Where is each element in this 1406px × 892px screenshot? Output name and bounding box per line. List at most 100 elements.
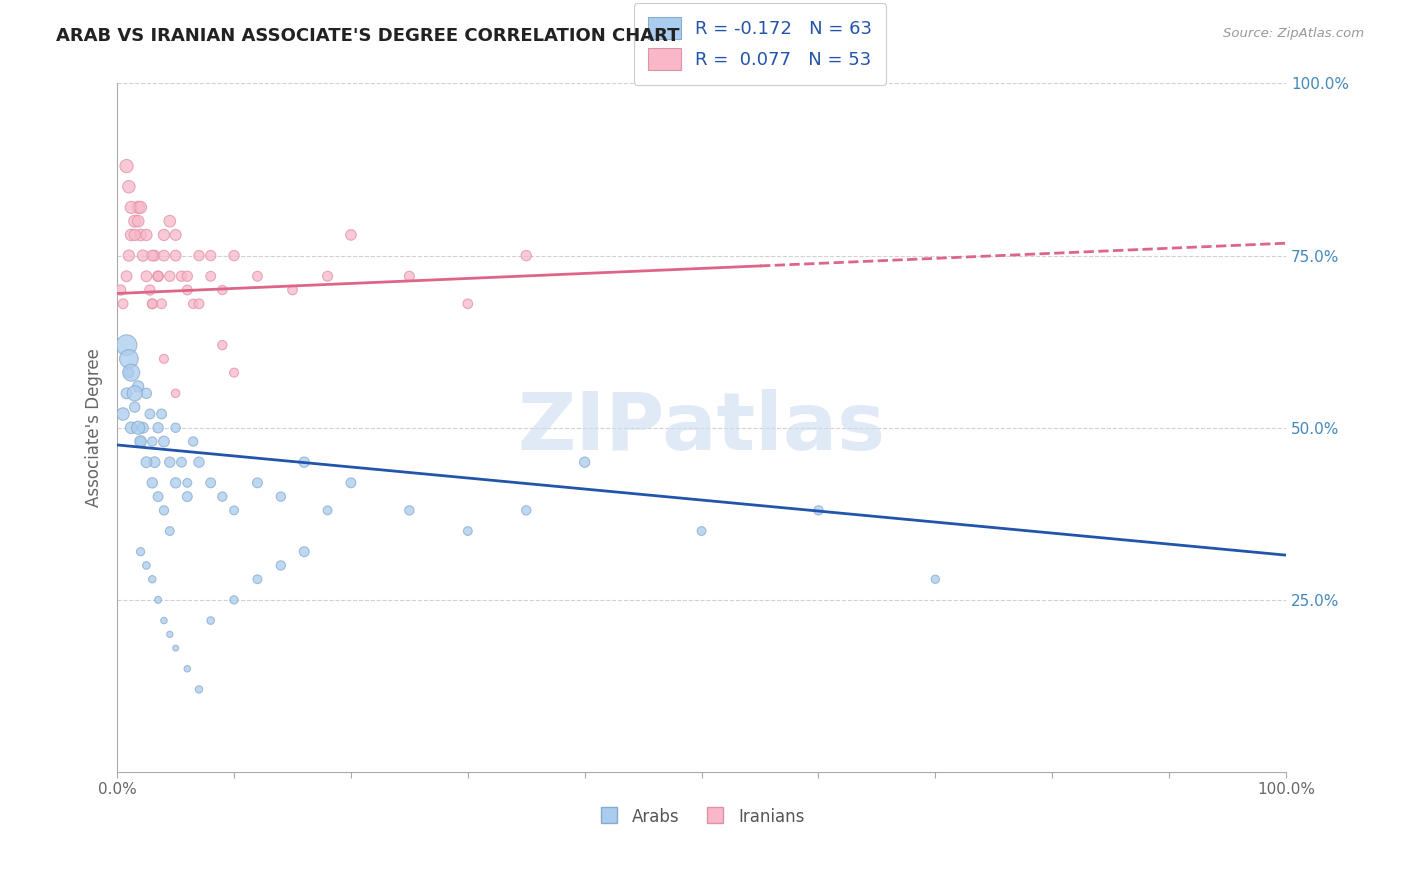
Point bbox=[141, 572, 163, 586]
Point bbox=[515, 249, 537, 263]
Point bbox=[141, 249, 163, 263]
Point bbox=[146, 269, 169, 284]
Point bbox=[398, 503, 420, 517]
Point bbox=[141, 434, 163, 449]
Point bbox=[118, 366, 141, 380]
Point bbox=[120, 421, 142, 435]
Point bbox=[246, 269, 269, 284]
Point bbox=[165, 249, 187, 263]
Point bbox=[150, 407, 173, 421]
Point bbox=[165, 386, 187, 401]
Point bbox=[146, 269, 169, 284]
Point bbox=[188, 682, 211, 697]
Point bbox=[141, 297, 163, 311]
Point bbox=[112, 297, 135, 311]
Text: Source: ZipAtlas.com: Source: ZipAtlas.com bbox=[1223, 27, 1364, 40]
Point bbox=[574, 455, 596, 469]
Point bbox=[176, 475, 198, 490]
Point bbox=[200, 249, 222, 263]
Point bbox=[181, 297, 204, 311]
Point bbox=[181, 434, 204, 449]
Point bbox=[118, 351, 141, 366]
Point bbox=[129, 227, 152, 242]
Point bbox=[146, 421, 169, 435]
Point bbox=[165, 641, 187, 656]
Point bbox=[211, 490, 233, 504]
Point bbox=[124, 227, 146, 242]
Point bbox=[135, 227, 157, 242]
Point bbox=[340, 227, 363, 242]
Y-axis label: Associate's Degree: Associate's Degree bbox=[86, 348, 103, 508]
Point bbox=[129, 434, 152, 449]
Point bbox=[110, 283, 132, 297]
Point bbox=[159, 524, 181, 538]
Point bbox=[112, 407, 135, 421]
Point bbox=[457, 524, 479, 538]
Point bbox=[159, 627, 181, 641]
Point bbox=[176, 490, 198, 504]
Point bbox=[292, 544, 315, 558]
Point bbox=[340, 475, 363, 490]
Point bbox=[292, 455, 315, 469]
Point bbox=[222, 593, 245, 607]
Point bbox=[143, 455, 166, 469]
Point bbox=[139, 283, 162, 297]
Point bbox=[127, 200, 149, 214]
Point bbox=[457, 297, 479, 311]
Point bbox=[135, 269, 157, 284]
Point bbox=[159, 214, 181, 228]
Point bbox=[690, 524, 713, 538]
Point bbox=[120, 227, 142, 242]
Point bbox=[127, 421, 149, 435]
Point bbox=[146, 593, 169, 607]
Point bbox=[120, 200, 142, 214]
Point bbox=[135, 558, 157, 573]
Point bbox=[153, 227, 176, 242]
Point bbox=[124, 400, 146, 414]
Point bbox=[124, 386, 146, 401]
Point bbox=[135, 455, 157, 469]
Point bbox=[127, 379, 149, 393]
Point bbox=[153, 249, 176, 263]
Point bbox=[170, 269, 193, 284]
Point bbox=[143, 249, 166, 263]
Text: ARAB VS IRANIAN ASSOCIATE'S DEGREE CORRELATION CHART: ARAB VS IRANIAN ASSOCIATE'S DEGREE CORRE… bbox=[56, 27, 679, 45]
Point bbox=[120, 366, 142, 380]
Point bbox=[222, 249, 245, 263]
Point bbox=[115, 269, 138, 284]
Point bbox=[124, 214, 146, 228]
Point bbox=[188, 297, 211, 311]
Point bbox=[176, 269, 198, 284]
Point bbox=[129, 200, 152, 214]
Point bbox=[807, 503, 830, 517]
Point bbox=[281, 283, 304, 297]
Point bbox=[146, 269, 169, 284]
Point bbox=[159, 269, 181, 284]
Point bbox=[200, 614, 222, 628]
Point bbox=[222, 366, 245, 380]
Point bbox=[153, 503, 176, 517]
Legend: Arabs, Iranians: Arabs, Iranians bbox=[592, 801, 811, 832]
Point bbox=[200, 269, 222, 284]
Point bbox=[188, 249, 211, 263]
Point bbox=[515, 503, 537, 517]
Point bbox=[165, 475, 187, 490]
Point bbox=[270, 490, 292, 504]
Point bbox=[141, 475, 163, 490]
Point bbox=[153, 351, 176, 366]
Point bbox=[176, 662, 198, 676]
Text: ZIPatlas: ZIPatlas bbox=[517, 389, 886, 467]
Point bbox=[141, 297, 163, 311]
Point bbox=[200, 475, 222, 490]
Point bbox=[118, 249, 141, 263]
Point bbox=[246, 572, 269, 586]
Point bbox=[118, 179, 141, 194]
Point bbox=[129, 544, 152, 558]
Point bbox=[159, 455, 181, 469]
Point bbox=[211, 338, 233, 352]
Point bbox=[170, 455, 193, 469]
Point bbox=[115, 338, 138, 352]
Point bbox=[150, 297, 173, 311]
Point bbox=[222, 503, 245, 517]
Point bbox=[270, 558, 292, 573]
